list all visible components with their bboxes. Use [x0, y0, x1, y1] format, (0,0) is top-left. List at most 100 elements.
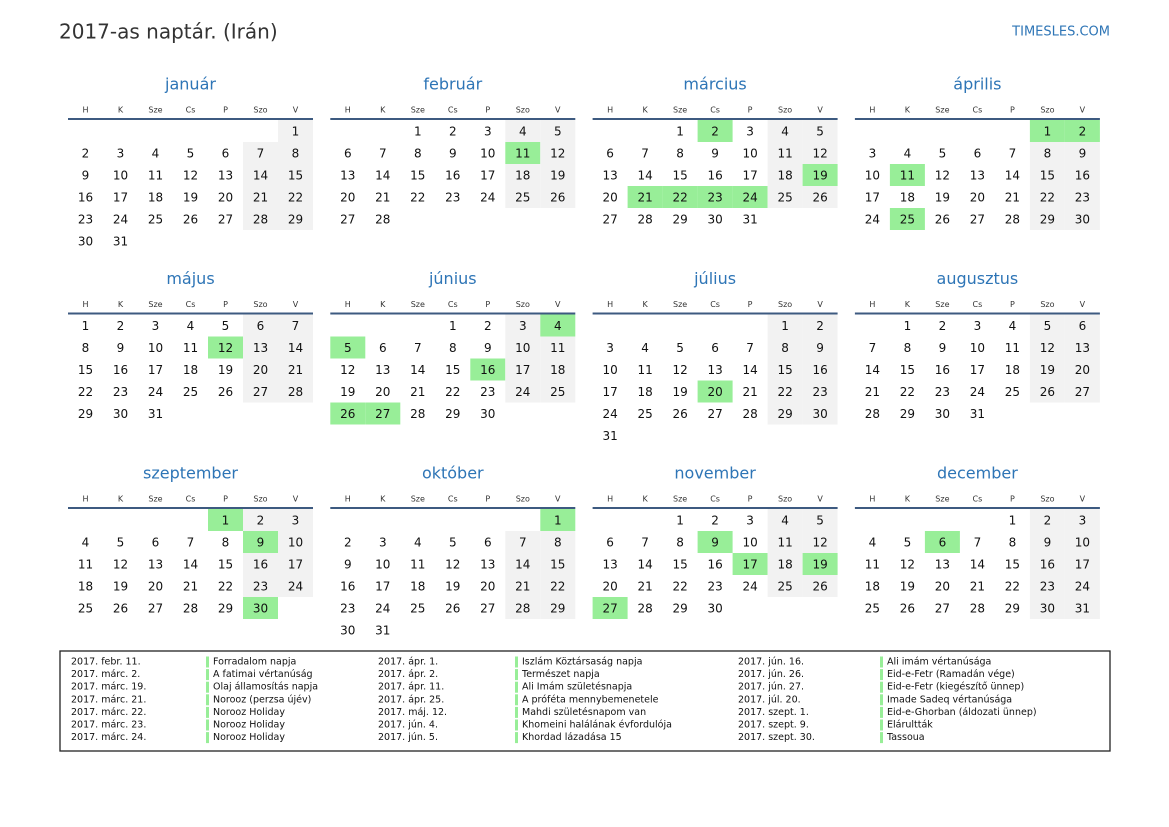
weekend-cell: [1064, 336, 1100, 359]
weekend-cell: [505, 358, 541, 381]
day: 7: [974, 536, 982, 550]
holiday-date: 2017. jún. 27.: [738, 682, 804, 693]
weekend-cell: [1029, 553, 1065, 575]
day: 24: [602, 407, 617, 421]
day: 1: [676, 514, 684, 528]
day: 6: [257, 319, 265, 333]
day: 20: [935, 580, 950, 594]
day: 7: [869, 341, 877, 355]
weekday: Cs: [448, 495, 458, 504]
weekday: P: [1010, 106, 1015, 115]
day: 19: [550, 169, 565, 183]
day: 22: [1005, 580, 1020, 594]
weekday: Szo: [253, 300, 267, 309]
day: 22: [900, 385, 915, 399]
day: 17: [742, 169, 757, 183]
day: 27: [1075, 385, 1090, 399]
day: 3: [746, 125, 754, 139]
weekend-cell: [505, 531, 541, 553]
weekday: Szo: [1040, 300, 1054, 309]
day: 6: [379, 341, 387, 355]
weekend-cell: [767, 358, 803, 381]
weekday: P: [1010, 495, 1015, 504]
weekend-cell: [802, 142, 838, 164]
day: 5: [449, 536, 457, 550]
day: 15: [672, 558, 687, 572]
holiday-cell: [697, 380, 733, 403]
weekend-cell: [278, 358, 313, 381]
weekend-cell: [278, 208, 313, 230]
weekday: H: [345, 495, 351, 504]
weekday: H: [82, 300, 88, 309]
day: 9: [449, 147, 457, 161]
weekend-cell: [767, 553, 803, 575]
weekend-cell: [1064, 142, 1100, 164]
day: 8: [676, 536, 684, 550]
day: 15: [672, 169, 687, 183]
day: 17: [148, 363, 163, 377]
holiday-date: 2017. márc. 22.: [71, 707, 146, 718]
day: 1: [449, 319, 457, 333]
weekday: Sze: [148, 495, 162, 504]
weekday: H: [869, 495, 875, 504]
day: 29: [900, 407, 915, 421]
weekend-cell: [767, 575, 803, 597]
day: 6: [152, 536, 160, 550]
weekday: H: [607, 300, 613, 309]
weekday: Sze: [673, 495, 687, 504]
day: 21: [1005, 191, 1020, 205]
day: 16: [707, 169, 722, 183]
day: 7: [641, 147, 649, 161]
weekday: V: [1080, 495, 1086, 504]
weekend-cell: [1064, 208, 1100, 230]
day: 7: [379, 147, 387, 161]
weekday: Sze: [411, 495, 425, 504]
day: 5: [1044, 319, 1052, 333]
day: 3: [292, 514, 300, 528]
holiday-name: A próféta mennybemenetele: [522, 694, 659, 705]
day: 15: [1040, 169, 1055, 183]
holiday-bar: [515, 706, 518, 718]
day: 26: [812, 191, 827, 205]
day: 21: [637, 191, 652, 205]
day: 17: [375, 580, 390, 594]
day: 1: [781, 319, 789, 333]
day: 23: [78, 213, 93, 227]
day: 19: [672, 385, 687, 399]
weekday: Cs: [710, 300, 720, 309]
day: 10: [148, 341, 163, 355]
site-link[interactable]: TIMESLES.COM: [1011, 25, 1110, 40]
day: 10: [288, 536, 303, 550]
weekday: V: [817, 300, 823, 309]
day: 8: [676, 147, 684, 161]
day: 25: [865, 602, 880, 616]
weekend-cell: [243, 186, 278, 208]
day: 23: [113, 385, 128, 399]
weekday: Szo: [1040, 495, 1054, 504]
weekday: K: [118, 106, 124, 115]
weekend-cell: [767, 142, 803, 164]
day: 31: [970, 407, 985, 421]
day: 3: [606, 341, 614, 355]
weekend-cell: [767, 120, 803, 142]
day: 9: [257, 536, 265, 550]
holiday-date: 2017. szept. 1.: [738, 707, 809, 718]
day: 25: [550, 385, 565, 399]
day: 3: [746, 514, 754, 528]
day: 2: [82, 147, 90, 161]
day: 27: [253, 385, 268, 399]
day: 6: [222, 147, 230, 161]
weekend-cell: [278, 380, 313, 403]
day: 30: [340, 624, 355, 638]
day: 17: [515, 363, 530, 377]
day: 28: [375, 213, 390, 227]
day: 29: [288, 213, 303, 227]
day: 4: [869, 536, 877, 550]
day: 24: [742, 580, 757, 594]
day: 12: [218, 341, 233, 355]
day: 30: [707, 213, 722, 227]
day: 22: [218, 580, 233, 594]
holiday-name: Khordad lázadása 15: [522, 732, 622, 743]
weekend-cell: [278, 186, 313, 208]
month-name: április: [953, 75, 1001, 94]
